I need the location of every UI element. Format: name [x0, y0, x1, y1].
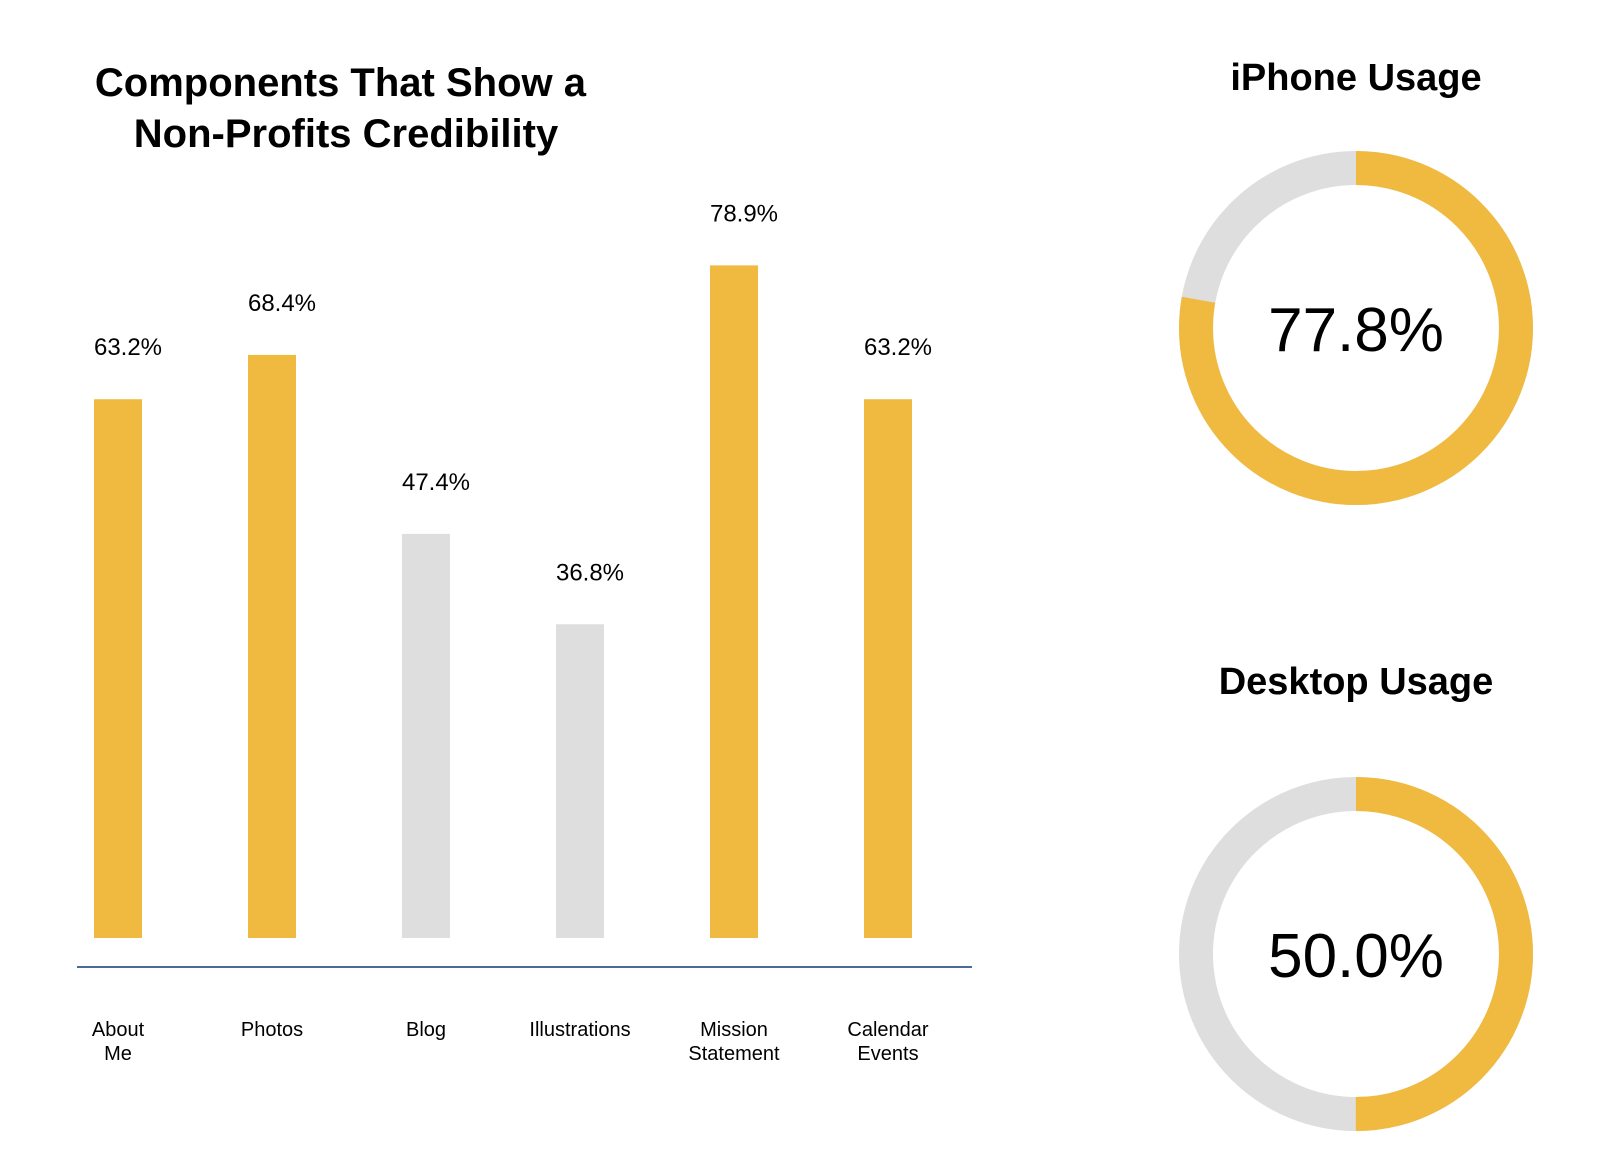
- desktop-center-label: 50.0%: [1268, 922, 1444, 991]
- x-tick-label: Photos: [241, 1019, 303, 1041]
- x-tick-labels: About Me Photos Blog Illustrations Mission Sta…: [92, 1019, 929, 1065]
- x-tick-label-line: Illustrations: [529, 1019, 630, 1041]
- x-tick-label-line: Events: [857, 1043, 918, 1065]
- bar-value-label: 63.2%: [94, 334, 162, 361]
- donut-value-slice: [1179, 151, 1533, 505]
- iphone-donut-title: iPhone Usage: [1230, 57, 1481, 99]
- bar: [556, 624, 604, 938]
- x-tick-label: Blog: [406, 1019, 446, 1041]
- x-tick-label-line: Photos: [241, 1019, 303, 1041]
- bar: [94, 399, 142, 939]
- x-tick-label: Calendar Events: [847, 1019, 929, 1065]
- x-tick-label-line: Me: [104, 1043, 132, 1065]
- value-labels: 63.2% 68.4% 47.4% 36.8% 78.9% 63.2%: [94, 200, 932, 586]
- bar-chart-title-line-2: Non-Profits Credibility: [134, 112, 559, 156]
- bar-value-label: 78.9%: [710, 200, 778, 227]
- x-tick-label-line: Statement: [688, 1043, 780, 1065]
- bar: [864, 399, 912, 939]
- donut-value-slice: [1179, 777, 1533, 1131]
- x-tick-label-line: Mission: [700, 1019, 768, 1041]
- bars: [94, 265, 912, 939]
- x-tick-label: Mission Statement: [688, 1019, 780, 1065]
- bar-value-label: 36.8%: [556, 559, 624, 586]
- bar-chart-title-line-1: Components That Show a: [95, 61, 587, 105]
- bar-value-label: 63.2%: [864, 334, 932, 361]
- desktop-donut-title: Desktop Usage: [1219, 661, 1494, 703]
- desktop-donut-chart: Desktop Usage 50.0%: [1179, 661, 1533, 1131]
- bar: [402, 533, 450, 938]
- bar-value-label: 47.4%: [402, 469, 470, 496]
- bar-chart: Components That Show a Non-Profits Credi…: [77, 61, 972, 1065]
- bar: [248, 354, 296, 938]
- x-tick-label: About Me: [92, 1019, 145, 1065]
- x-tick-label-line: About: [92, 1019, 145, 1041]
- bar-chart-title: Components That Show a Non-Profits Credi…: [95, 61, 597, 156]
- iphone-donut-chart: iPhone Usage 77.8%: [1179, 57, 1533, 505]
- desktop-donut: [1179, 777, 1533, 1131]
- bar: [710, 265, 758, 938]
- x-tick-label-line: Blog: [406, 1019, 446, 1041]
- x-tick-label-line: Calendar: [847, 1019, 929, 1041]
- x-tick-label: Illustrations: [529, 1019, 630, 1041]
- bar-value-label: 68.4%: [248, 290, 316, 317]
- iphone-donut: [1179, 151, 1533, 505]
- iphone-center-label: 77.8%: [1268, 296, 1444, 365]
